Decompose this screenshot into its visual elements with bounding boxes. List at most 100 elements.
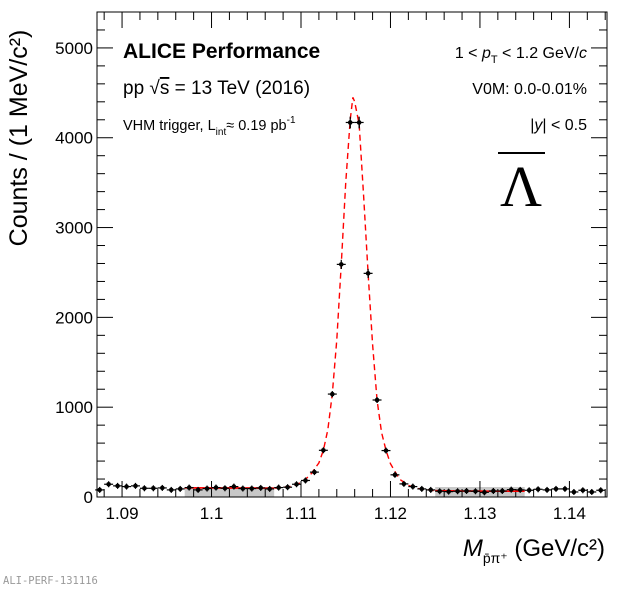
data-point	[220, 485, 230, 492]
data-point	[336, 259, 346, 269]
marker	[258, 485, 264, 491]
data-point	[148, 485, 158, 492]
data-point	[587, 488, 597, 495]
marker	[455, 488, 460, 494]
rapidity-label: |y| < 0.5	[530, 117, 587, 134]
data-point	[542, 486, 552, 493]
data-point	[122, 483, 131, 490]
marker	[303, 478, 308, 483]
marker	[276, 485, 281, 490]
data-point	[497, 487, 507, 494]
data-point	[229, 483, 239, 490]
data-point	[408, 483, 418, 490]
marker	[410, 484, 416, 489]
tick-labels: 1.09 1.1 1.11 1.12 1.13 1.14 0 1000 2000 3000 4000…	[55, 39, 586, 523]
marker	[589, 489, 595, 495]
figure-id: ALI-PERF-131116	[3, 575, 98, 587]
multiplicity-label: V0M: 0.0-0.01%	[472, 81, 587, 98]
y-tick-label: 4000	[55, 129, 93, 148]
marker	[160, 485, 165, 491]
data-point	[471, 488, 480, 495]
data-point	[372, 397, 382, 403]
marker	[213, 485, 219, 490]
collision-system-label: pp √s = 13 TeV (2016)	[123, 78, 310, 99]
marker	[553, 486, 559, 492]
data-point	[166, 486, 176, 493]
marker	[267, 486, 272, 492]
data-point	[211, 484, 221, 491]
marker	[285, 484, 290, 490]
marker	[419, 486, 425, 492]
marker	[356, 120, 362, 125]
data-point	[354, 116, 364, 129]
data-point	[292, 481, 301, 488]
data-point	[551, 485, 561, 492]
x-tick-label: 1.14	[553, 504, 586, 523]
marker	[338, 262, 344, 267]
y-axis-title: Counts / (1 MeV/c²)	[5, 30, 33, 247]
data-point	[184, 484, 194, 491]
data-point	[104, 481, 114, 488]
data-point	[462, 487, 471, 494]
marker	[580, 487, 586, 493]
data-point	[256, 484, 266, 491]
data-point	[139, 485, 149, 492]
x-axis-title: Mp̄π⁺ (GeV/c²)	[463, 535, 605, 566]
data-point	[113, 482, 123, 489]
plot-frame	[96, 11, 608, 498]
data-point	[283, 484, 293, 491]
particle-symbol: Λ	[500, 154, 542, 219]
data-point	[569, 488, 579, 495]
y-tick-label: 3000	[55, 219, 93, 238]
marker	[517, 487, 523, 493]
data-point	[435, 488, 445, 495]
data-point	[345, 116, 355, 129]
x-tick-label: 1.13	[463, 504, 496, 523]
data-point	[327, 391, 337, 398]
marker	[508, 487, 514, 492]
data-point	[390, 471, 400, 478]
experiment-label: ALICE Performance	[123, 40, 320, 63]
marker	[598, 487, 604, 493]
marker	[491, 488, 496, 494]
marker	[562, 486, 568, 492]
data-point	[265, 485, 275, 492]
marker	[249, 486, 255, 491]
marker	[231, 484, 237, 489]
x-tick-label: 1.12	[374, 504, 407, 523]
data-point	[453, 488, 463, 495]
x-tick-label: 1.09	[106, 504, 139, 523]
marker	[347, 120, 353, 125]
data-point	[506, 486, 516, 493]
data-point	[488, 487, 498, 494]
marker	[535, 486, 541, 492]
marker	[142, 485, 147, 491]
marker	[392, 472, 398, 478]
data-point	[426, 486, 436, 493]
y-tick-label: 0	[84, 488, 93, 507]
marker	[437, 488, 442, 494]
marker	[428, 487, 434, 493]
data-points	[95, 116, 606, 496]
data-point	[193, 486, 203, 493]
x-tick-label: 1.1	[200, 504, 224, 523]
data-point	[596, 487, 606, 494]
marker	[446, 489, 451, 494]
data-point	[301, 477, 310, 484]
marker	[482, 490, 487, 495]
data-point	[381, 447, 391, 454]
data-point	[202, 485, 212, 492]
marker	[124, 484, 129, 489]
marker	[374, 397, 380, 403]
marker	[526, 487, 532, 493]
marker	[321, 447, 326, 453]
y-tick-label: 5000	[55, 39, 93, 58]
y-tick-label: 1000	[55, 398, 93, 417]
data-point	[417, 485, 427, 492]
marker	[312, 469, 317, 475]
marker	[365, 271, 371, 276]
marker	[401, 481, 407, 487]
data-point	[515, 486, 525, 493]
marker	[383, 448, 389, 453]
